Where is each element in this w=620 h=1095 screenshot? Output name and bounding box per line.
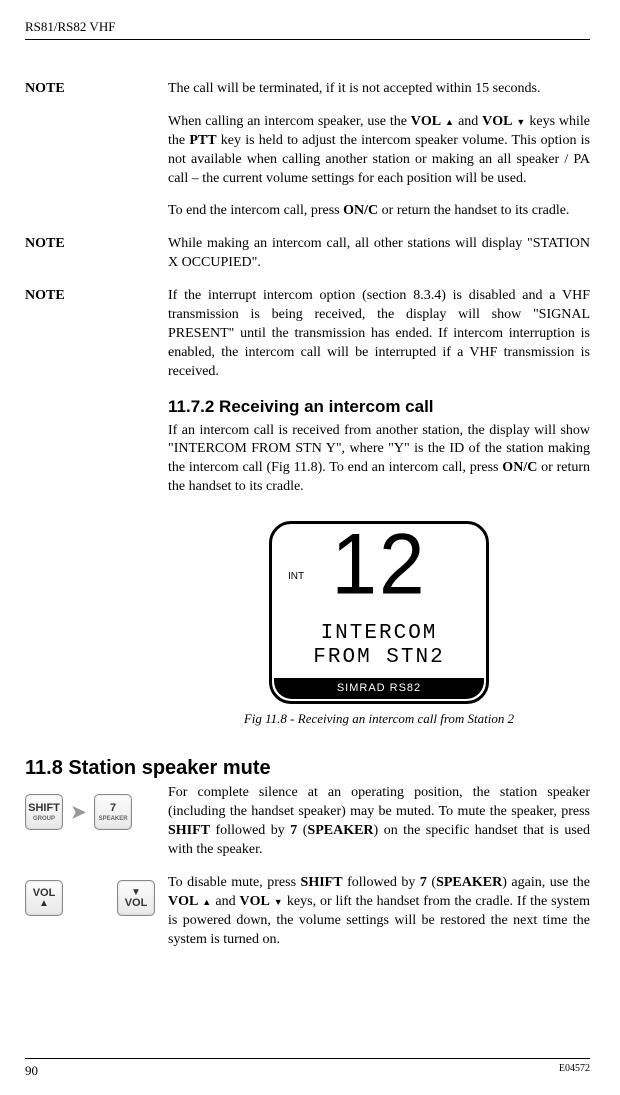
empty-label xyxy=(25,113,168,189)
key-combo-shift-7: SHIFT GROUP ➤ 7 SPEAKER xyxy=(25,794,168,830)
section-118-p2: VOL ▲ ▼ VOL To disable mute, press SHIFT… xyxy=(25,874,590,950)
main-content: NOTE The call will be terminated, if it … xyxy=(25,80,590,950)
para-block-2: When calling an intercom speaker, use th… xyxy=(25,113,590,189)
device-screen: INT 12 INTERCOM FROM STN2 SIMRAD RS82 xyxy=(269,521,489,704)
note-label: NOTE xyxy=(25,287,168,381)
note-block-1: NOTE The call will be terminated, if it … xyxy=(25,80,590,99)
doc-code: E04572 xyxy=(559,1063,590,1079)
note-text: If the interrupt intercom option (sectio… xyxy=(168,287,590,381)
para-block-3: To end the intercom call, press ON/C or … xyxy=(25,202,590,221)
section-118-title: 11.8 Station speaker mute xyxy=(25,755,590,782)
page-number: 90 xyxy=(25,1063,38,1079)
page-header: RS81/RS82 VHF xyxy=(25,18,590,40)
note-block-2: NOTE While making an intercom call, all … xyxy=(25,235,590,273)
figure-caption: Fig 11.8 - Receiving an intercom call fr… xyxy=(168,710,590,728)
figure-row: INT 12 INTERCOM FROM STN2 SIMRAD RS82 Fi… xyxy=(25,511,590,733)
note-label: NOTE xyxy=(25,80,168,99)
section-text: To disable mute, press SHIFT followed by… xyxy=(168,874,590,950)
note-block-3: NOTE If the interrupt intercom option (s… xyxy=(25,287,590,381)
subsection-text: If an intercom call is received from ano… xyxy=(168,422,590,498)
vol-up-key-icon: VOL ▲ xyxy=(25,880,63,916)
subsection-title: 11.7.2 Receiving an intercom call xyxy=(168,396,590,419)
header-text: RS81/RS82 VHF xyxy=(25,19,115,34)
para-text: To end the intercom call, press ON/C or … xyxy=(168,202,590,221)
lcd-message: INTERCOM FROM STN2 xyxy=(286,622,472,670)
para-text: When calling an intercom speaker, use th… xyxy=(168,113,590,189)
vol-down-key-icon: ▼ VOL xyxy=(117,880,155,916)
note-label: NOTE xyxy=(25,235,168,273)
seven-key-icon: 7 SPEAKER xyxy=(94,794,132,830)
device-brand: SIMRAD RS82 xyxy=(274,678,484,699)
note-text: The call will be terminated, if it is no… xyxy=(168,80,590,99)
page-footer: 90 E04572 xyxy=(25,1058,590,1079)
note-text: While making an intercom call, all other… xyxy=(168,235,590,273)
section-text: For complete silence at an operating pos… xyxy=(168,784,590,860)
subsection-1172: 11.7.2 Receiving an intercom call If an … xyxy=(25,396,590,498)
empty-label xyxy=(25,202,168,221)
key-combo-vol: VOL ▲ ▼ VOL xyxy=(25,880,168,916)
section-118-p1: SHIFT GROUP ➤ 7 SPEAKER For complete sil… xyxy=(25,784,590,860)
figure-118: INT 12 INTERCOM FROM STN2 SIMRAD RS82 Fi… xyxy=(168,521,590,727)
shift-key-icon: SHIFT GROUP xyxy=(25,794,63,830)
arrow-icon: ➤ xyxy=(71,800,86,824)
